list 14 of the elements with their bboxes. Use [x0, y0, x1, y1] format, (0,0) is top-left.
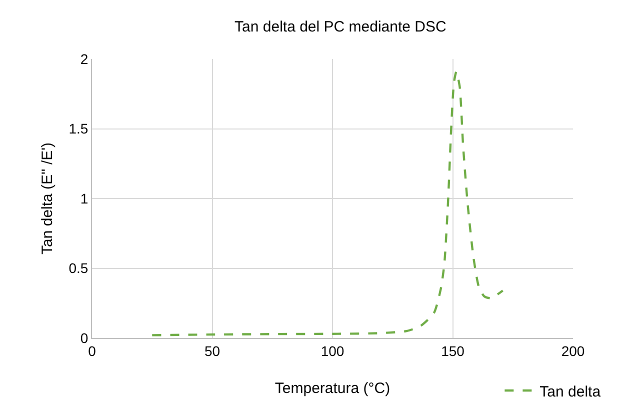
y-axis-title: Tan delta (E'' /E') — [39, 142, 56, 254]
x-axis-title: Temperatura (°C) — [274, 380, 390, 397]
y-tick-label: 2 — [80, 50, 88, 67]
x-tick-label: 200 — [561, 342, 585, 359]
x-tick-label: 100 — [320, 342, 344, 359]
y-tick-label: 0 — [80, 330, 88, 346]
line-series — [151, 70, 504, 336]
y-tick-label: 1 — [80, 190, 88, 206]
y-tick-label: 1.5 — [68, 120, 88, 137]
y-tick-label: 0.5 — [68, 260, 88, 276]
legend-label: Tan delta — [540, 383, 602, 400]
x-tick-label: 50 — [204, 342, 220, 359]
chart-title: Tan delta del PC mediante DSC — [234, 18, 447, 36]
x-tick-label: 150 — [441, 342, 465, 359]
